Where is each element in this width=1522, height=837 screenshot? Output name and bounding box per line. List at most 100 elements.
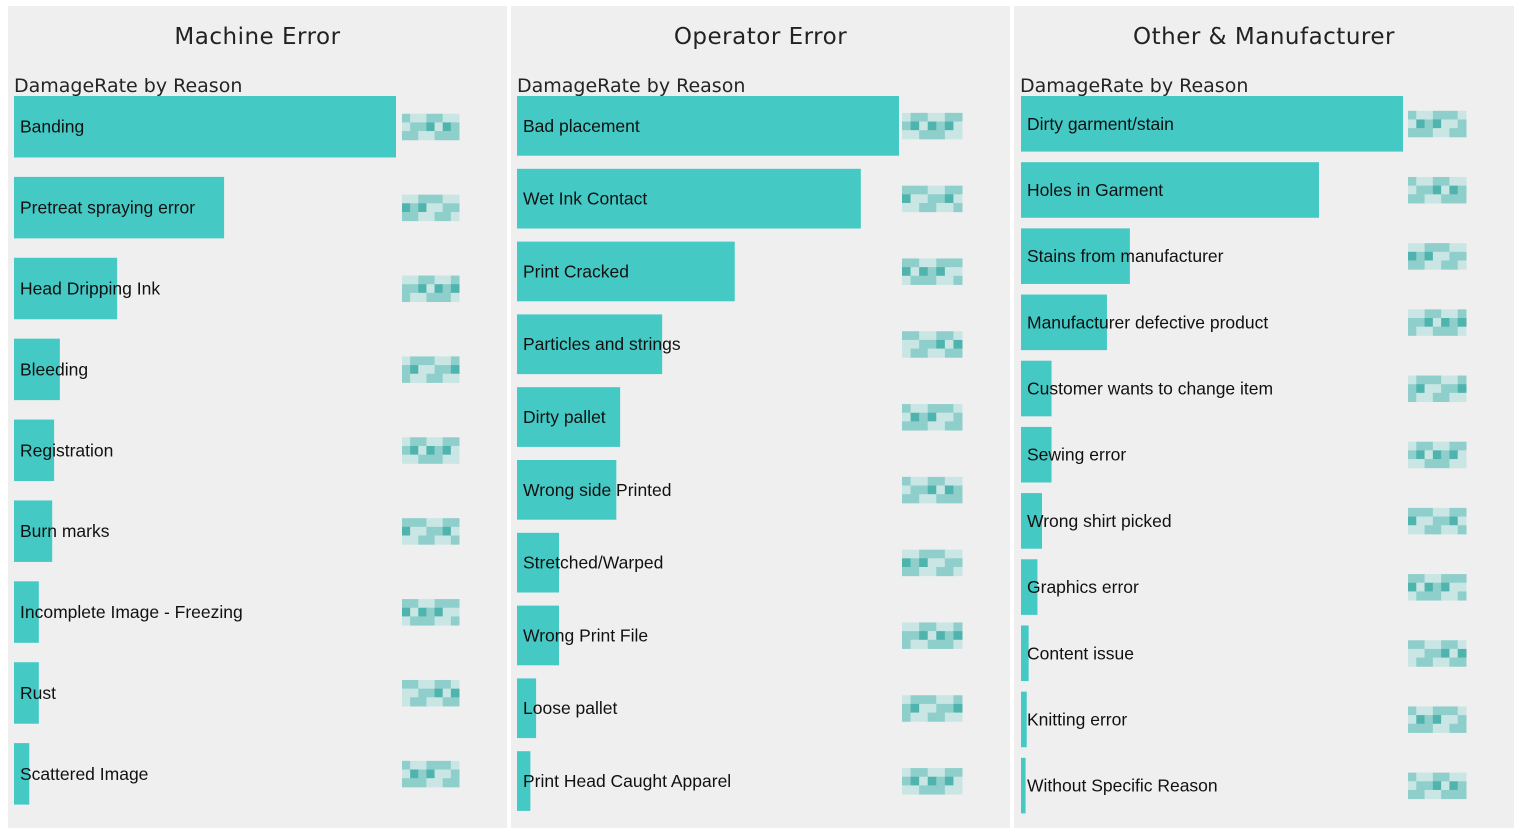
bar[interactable] xyxy=(1021,426,1052,483)
chart-container: DamageRate by Reason Bad placement Wet In… xyxy=(511,72,1010,828)
category-label: Burn marks xyxy=(20,521,110,541)
data-label-obscured xyxy=(402,356,460,383)
bar-chart: Dirty garment/stain Holes in Garment Stain… xyxy=(1021,96,1467,814)
data-label-obscured xyxy=(1408,640,1467,667)
category-label: Bleeding xyxy=(20,359,88,379)
data-label-obscured xyxy=(902,695,963,722)
bar[interactable] xyxy=(517,751,531,811)
data-label-obscured xyxy=(1408,375,1467,403)
bar[interactable] xyxy=(1021,294,1107,351)
chart-title: DamageRate by Reason xyxy=(1020,75,1249,97)
bar[interactable] xyxy=(14,581,39,643)
category-label: Wrong Print File xyxy=(523,625,648,645)
category-label: Knitting error xyxy=(1027,709,1127,729)
category-label: Bad placement xyxy=(523,116,640,136)
data-label-obscured xyxy=(902,112,963,140)
category-label: Without Specific Reason xyxy=(1027,776,1218,796)
bar[interactable] xyxy=(14,257,118,320)
category-label: Wet Ink Contact xyxy=(523,189,647,209)
category-label: Dirty pallet xyxy=(523,407,606,427)
data-label-obscured xyxy=(1408,507,1467,535)
panel-other-manufacturer: Other & Manufacturer DamageRate by Reaso… xyxy=(1014,6,1514,828)
category-label: Stretched/Warped xyxy=(523,553,663,573)
panel-machine-error: Machine Error DamageRate by Reason Bandi… xyxy=(8,6,507,828)
bar[interactable] xyxy=(1021,96,1403,152)
data-label-obscured xyxy=(902,549,963,577)
bar[interactable] xyxy=(517,96,899,156)
category-label: Wrong side Printed xyxy=(523,480,672,500)
panel-header: Operator Error xyxy=(673,24,848,50)
category-label: Incomplete Image - Freezing xyxy=(20,602,243,622)
category-label: Wrong shirt picked xyxy=(1027,511,1172,531)
data-label-obscured xyxy=(1408,441,1467,469)
category-label: Content issue xyxy=(1027,643,1134,663)
bar[interactable] xyxy=(517,532,560,593)
category-label: Graphics error xyxy=(1027,577,1139,597)
data-label-obscured xyxy=(902,404,963,431)
category-label: Sewing error xyxy=(1027,445,1126,465)
category-label: Print Head Caught Apparel xyxy=(523,771,731,791)
category-label: Pretreat spraying error xyxy=(20,198,195,218)
data-label-obscured xyxy=(902,768,963,795)
category-label: Dirty garment/stain xyxy=(1027,114,1174,134)
category-label: Registration xyxy=(20,440,113,460)
category-label: Manufacturer defective product xyxy=(1027,312,1268,332)
data-label-obscured xyxy=(902,622,963,649)
bar[interactable] xyxy=(1021,360,1052,417)
data-label-obscured xyxy=(902,331,963,358)
data-label-obscured xyxy=(402,760,460,788)
panel-header: Machine Error xyxy=(174,24,341,50)
bar-chart: Bad placement Wet Ink Contact Print Cracke… xyxy=(517,96,963,811)
data-label-obscured xyxy=(402,437,460,464)
bar[interactable] xyxy=(1021,493,1043,549)
category-label: Stains from manufacturer xyxy=(1027,246,1224,266)
data-label-obscured xyxy=(902,258,963,285)
chart-title: DamageRate by Reason xyxy=(517,75,746,97)
bar[interactable] xyxy=(14,176,225,239)
data-label-obscured xyxy=(1408,176,1467,204)
data-label-obscured xyxy=(402,275,460,303)
data-label-obscured xyxy=(1408,772,1467,800)
category-label: Banding xyxy=(20,117,84,137)
bar[interactable] xyxy=(1021,162,1319,218)
data-label-obscured xyxy=(402,518,460,545)
category-label: Particles and strings xyxy=(523,334,681,354)
category-label: Head Dripping Ink xyxy=(20,279,160,299)
bar[interactable] xyxy=(1021,625,1029,682)
panel-header: Other & Manufacturer xyxy=(1133,24,1395,50)
bar[interactable] xyxy=(1021,559,1038,615)
bar-chart: Banding Pretreat spraying error Head Dripp… xyxy=(14,96,460,805)
data-label-obscured xyxy=(1408,110,1467,138)
bar[interactable] xyxy=(14,662,39,724)
data-label-obscured xyxy=(902,476,963,504)
bar[interactable] xyxy=(1021,691,1027,748)
bar[interactable] xyxy=(517,605,560,666)
category-label: Holes in Garment xyxy=(1027,180,1163,200)
bar[interactable] xyxy=(517,678,537,739)
bar[interactable] xyxy=(517,168,861,229)
bar[interactable] xyxy=(517,460,617,520)
bar[interactable] xyxy=(1021,757,1026,814)
chart-title: DamageRate by Reason xyxy=(14,75,243,97)
bar[interactable] xyxy=(517,241,735,302)
bar[interactable] xyxy=(517,314,663,375)
bar[interactable] xyxy=(14,743,30,805)
category-label: Loose pallet xyxy=(523,698,618,718)
bar[interactable] xyxy=(14,419,55,482)
bar[interactable] xyxy=(14,338,60,401)
bar[interactable] xyxy=(14,96,396,158)
panel-operator-error: Operator Error DamageRate by Reason Bad … xyxy=(511,6,1010,828)
data-label-obscured xyxy=(1408,574,1467,601)
bar[interactable] xyxy=(517,387,621,447)
bar[interactable] xyxy=(14,500,53,562)
data-label-obscured xyxy=(1408,706,1467,733)
chart-container: DamageRate by Reason Banding Pretreat spr… xyxy=(8,72,507,828)
data-label-obscured xyxy=(402,599,460,626)
chart-container: DamageRate by Reason Dirty garment/stain… xyxy=(1014,72,1514,828)
data-label-obscured xyxy=(902,185,963,213)
bar[interactable] xyxy=(1021,228,1130,284)
data-label-obscured xyxy=(402,679,460,707)
data-label-obscured xyxy=(402,194,460,222)
data-label-obscured xyxy=(1408,309,1467,336)
category-label: Scattered Image xyxy=(20,764,148,784)
